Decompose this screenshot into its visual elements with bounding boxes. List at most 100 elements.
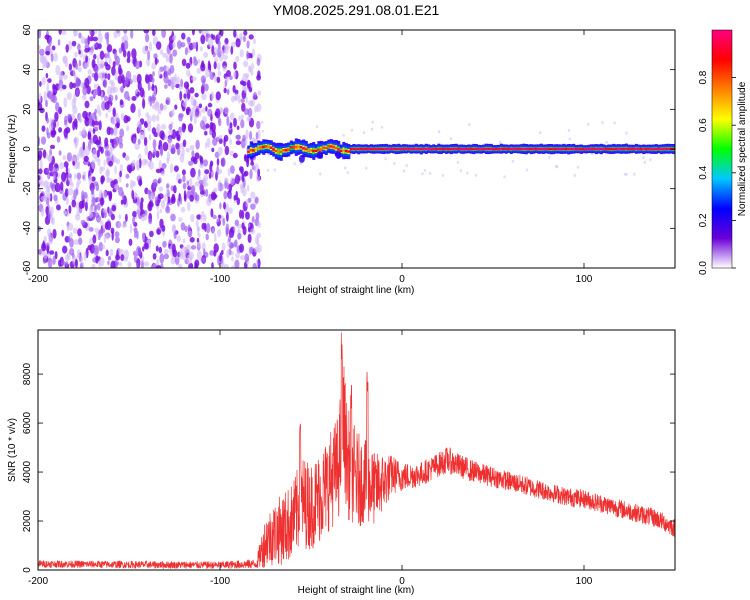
heatmap-cell — [123, 40, 129, 50]
heatmap-cell — [244, 108, 249, 116]
heatmap-cell — [379, 147, 383, 151]
heatmap-cell — [248, 86, 253, 93]
heatmap-cell — [152, 139, 157, 150]
heatmap-cell — [205, 67, 210, 78]
heatmap-cell — [352, 147, 356, 151]
heatmap-cell — [124, 154, 130, 161]
heatmap-cell — [304, 147, 308, 151]
heatmap-cell — [123, 79, 127, 87]
heatmap-cell — [382, 147, 386, 151]
heatmap-cell — [205, 233, 209, 241]
heatmap-cell — [499, 140, 502, 144]
heatmap-cell — [155, 150, 160, 158]
heatmap-cell — [261, 129, 265, 133]
heatmap-cell — [78, 200, 84, 209]
heatmap-cell — [239, 255, 246, 261]
heatmap-cell — [155, 168, 162, 174]
heatmap-cell — [152, 178, 158, 188]
heatmap-cell — [72, 160, 76, 166]
heatmap-cell — [173, 165, 179, 172]
heatmap-cell — [71, 98, 77, 109]
heatmap-cell — [369, 147, 373, 150]
heatmap-cell — [644, 147, 648, 151]
heatmap-cell — [76, 172, 82, 180]
heatmap-cell — [269, 146, 273, 149]
heatmap-cell — [110, 81, 116, 91]
heatmap-cell — [449, 137, 453, 141]
x-tick-label: -100 — [210, 274, 230, 285]
heatmap-cell — [654, 147, 658, 151]
heatmap-cell — [118, 222, 122, 228]
heatmap-cell — [121, 74, 125, 84]
heatmap-cell — [173, 185, 177, 194]
heatmap-cell — [76, 153, 80, 161]
colorbar-tick-label: 0.6 — [698, 118, 709, 132]
heatmap-cell — [105, 249, 109, 257]
heatmap-cell — [226, 249, 230, 259]
heatmap-cell — [170, 196, 176, 204]
heatmap-cell — [216, 76, 221, 84]
heatmap-cell — [260, 121, 264, 124]
heatmap-cell — [98, 43, 102, 50]
heatmap-cell — [234, 219, 239, 227]
heatmap-cell — [196, 175, 201, 181]
heatmap-cell — [46, 117, 49, 124]
heatmap-cell — [246, 116, 251, 122]
heatmap-cell — [225, 227, 229, 237]
heatmap-cell — [96, 203, 101, 211]
heatmap-cell — [215, 108, 221, 119]
heatmap-cell — [152, 30, 156, 37]
heatmap-cell — [172, 49, 178, 57]
heatmap-cell — [170, 144, 176, 155]
heatmap-cell — [362, 131, 366, 135]
heatmap-cell — [77, 43, 81, 51]
heatmap-cell — [422, 147, 426, 151]
heatmap-cell — [241, 222, 245, 230]
heatmap-cell — [125, 213, 128, 222]
heatmap-cell — [67, 187, 74, 196]
heatmap-cell — [503, 175, 506, 179]
heatmap-cell — [201, 93, 207, 101]
heatmap-cell — [357, 148, 361, 151]
heatmap-cell — [199, 183, 203, 193]
heatmap-cell — [95, 255, 99, 264]
heatmap-cell — [203, 248, 206, 256]
heatmap-cell — [249, 99, 255, 107]
heatmap-cell — [134, 60, 141, 70]
heatmap-cell — [245, 73, 250, 79]
heatmap-cell — [162, 104, 167, 111]
heatmap-cell — [557, 147, 561, 151]
heatmap-cell — [622, 147, 626, 151]
heatmap-cell — [110, 227, 115, 234]
heatmap-cell — [77, 228, 82, 237]
heatmap-cell — [244, 253, 250, 263]
figure-title: YM08.2025.291.08.01.E21 — [273, 2, 440, 18]
heatmap-cell — [402, 147, 406, 150]
heatmap-cell — [205, 223, 211, 234]
heatmap-cell — [110, 213, 115, 221]
heatmap-cell — [624, 147, 628, 150]
heatmap-cell — [362, 147, 366, 151]
heatmap-cell — [240, 98, 245, 103]
heatmap-cell — [497, 148, 501, 151]
heatmap-cell — [88, 49, 94, 56]
heatmap-cell — [52, 174, 56, 180]
heatmap-cell — [57, 39, 61, 46]
heatmap-cell — [91, 159, 96, 170]
heatmap-cell — [266, 168, 270, 172]
heatmap-cell — [380, 125, 384, 129]
heatmap-cell — [159, 208, 163, 214]
heatmap-cell — [191, 150, 195, 158]
snr-y-ticks: 0 2000 4000 6000 8000 — [22, 363, 675, 573]
heatmap-cell — [374, 147, 378, 151]
heatmap-cell — [82, 174, 85, 180]
heatmap-cell — [158, 69, 161, 77]
heatmap-cell — [189, 237, 195, 243]
heatmap-cell — [534, 147, 538, 150]
heatmap-cell — [613, 121, 616, 125]
heatmap-cell — [412, 147, 416, 151]
heatmap-cell — [177, 263, 183, 268]
heatmap-cell — [131, 48, 137, 59]
heatmap-cell — [238, 115, 241, 122]
heatmap-cell — [454, 147, 458, 150]
